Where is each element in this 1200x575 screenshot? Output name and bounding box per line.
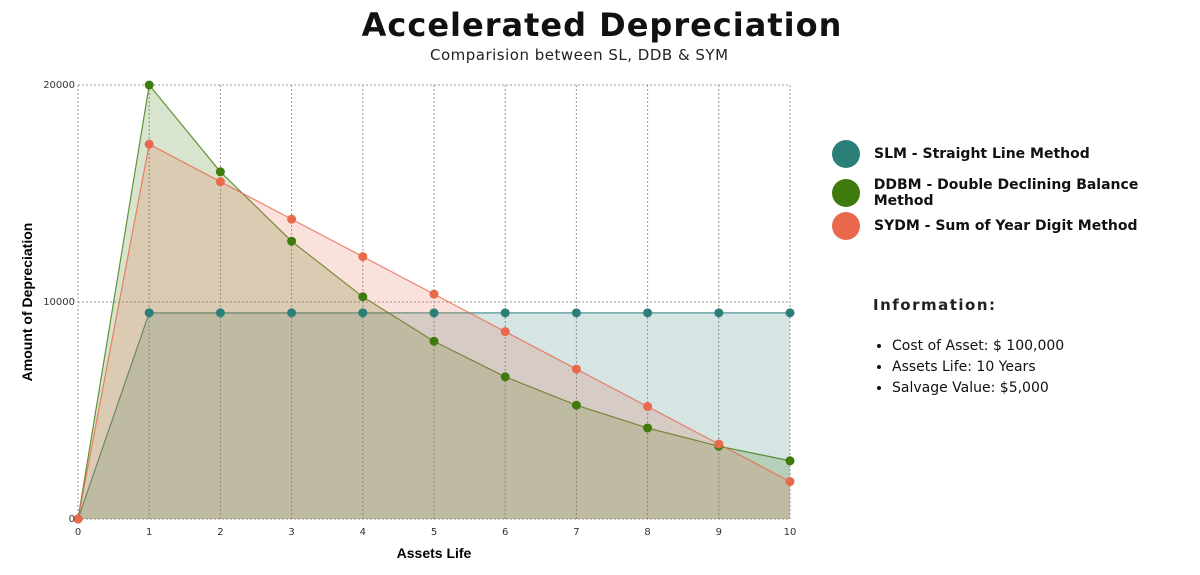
data-point (500, 327, 510, 337)
legend-swatch (832, 212, 860, 240)
data-point (215, 308, 225, 318)
data-point (500, 372, 510, 382)
data-point (785, 477, 795, 487)
data-point (287, 214, 297, 224)
info-list: Cost of Asset: $ 100,000 Assets Life: 10… (874, 336, 1064, 399)
legend-item-sydm: SYDM - Sum of Year Digit Method (832, 212, 1138, 240)
x-tick-label: 6 (502, 527, 508, 538)
y-tick-label: 10000 (43, 297, 75, 308)
data-point (571, 400, 581, 410)
data-point (429, 336, 439, 346)
x-tick-label: 9 (716, 527, 722, 538)
x-tick-label: 2 (217, 527, 223, 538)
info-item: Cost of Asset: $ 100,000 (892, 336, 1064, 357)
info-title: Information: (873, 296, 997, 314)
x-tick-label: 0 (75, 527, 81, 538)
area-1 (78, 85, 790, 519)
x-axis-label: Assets Life (397, 545, 472, 561)
data-point (785, 308, 795, 318)
x-tick-label: 8 (644, 527, 650, 538)
data-point (287, 308, 297, 318)
data-point (785, 456, 795, 466)
chart: 0 1 2 3 4 5 6 7 8 9 10 0 10000 20000 Assets Life Amou… (19, 80, 797, 561)
legend-swatch (832, 140, 860, 168)
legend-label: SYDM - Sum of Year Digit Method (874, 218, 1138, 234)
x-tick-label: 5 (431, 527, 437, 538)
data-point (643, 308, 653, 318)
data-point (643, 402, 653, 412)
x-tick-label: 4 (360, 527, 366, 538)
legend-item-slm: SLM - Straight Line Method (832, 140, 1090, 168)
data-point (571, 308, 581, 318)
data-point (144, 80, 154, 90)
area-2 (78, 144, 790, 519)
data-point (215, 167, 225, 177)
chart-subtitle: Comparision between SL, DDB & SYM (430, 46, 729, 64)
x-tick-label: 7 (573, 527, 579, 538)
data-point (714, 308, 724, 318)
info-item: Assets Life: 10 Years (892, 357, 1064, 378)
data-point (500, 308, 510, 318)
area-0 (78, 312, 790, 519)
data-point (144, 139, 154, 149)
data-point (215, 177, 225, 187)
y-axis-label: Amount of Depreciation (19, 223, 35, 382)
data-point (714, 439, 724, 449)
chart-title: Accelerated Depreciation (361, 6, 843, 44)
data-point (571, 364, 581, 374)
data-point (358, 308, 368, 318)
legend-label: DDBM - Double Declining Balance Method (873, 177, 1139, 209)
data-point (358, 292, 368, 302)
info-item: Salvage Value: $5,000 (892, 378, 1064, 399)
y-tick-label: 20000 (43, 80, 75, 91)
x-tick-label: 3 (288, 527, 294, 538)
y-tick-label: 0 (69, 514, 75, 525)
x-tick-label: 1 (146, 527, 152, 538)
x-tick-label: 10 (784, 527, 797, 538)
legend-swatch (832, 179, 860, 207)
data-point (643, 423, 653, 433)
data-point (358, 252, 368, 262)
data-point (429, 289, 439, 299)
legend-label: SLM - Straight Line Method (874, 146, 1090, 162)
data-point (144, 308, 154, 318)
data-point (429, 308, 439, 318)
data-point (73, 514, 83, 524)
legend-item-ddbm: DDBM - Double Declining Balance Method (832, 177, 1200, 209)
data-point (287, 236, 297, 246)
